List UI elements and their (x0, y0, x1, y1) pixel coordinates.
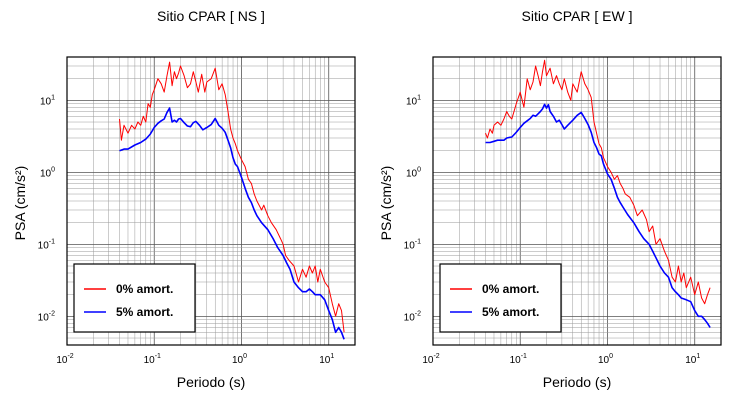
series-line-5pct-damping (485, 103, 711, 328)
chart-title: Sitio CPAR [ EW ] (522, 8, 633, 24)
x-tick-label: 100 (598, 353, 613, 366)
legend-box (73, 263, 196, 333)
y-axis-label: PSA (cm/s²) (378, 166, 394, 241)
y-tick-label: 100 (40, 166, 55, 179)
legend-box (439, 263, 562, 333)
x-tick-label: 101 (319, 353, 334, 366)
legend: 0% amort. 5% amort. (439, 263, 562, 333)
legend-label-0pct: 0% amort. (482, 282, 539, 296)
y-tick-label: 101 (40, 94, 55, 107)
chart-panel-ew: Sitio CPAR [ EW ] 10-2 10-1 100 101 10-2 10-1… (378, 8, 722, 390)
series-layer (119, 61, 345, 340)
chart-panel-ns: Sitio CPAR [ NS ] 10-2 10-1 100 101 10-2 10-1… (12, 8, 356, 390)
x-tick-label: 10-1 (144, 353, 161, 366)
series-line-5pct-damping (119, 107, 345, 340)
x-tick-label: 100 (232, 353, 247, 366)
y-tick-label: 101 (406, 94, 421, 107)
x-tick-label: 10-2 (56, 353, 73, 366)
y-tick-label: 10-1 (38, 238, 55, 251)
plot-frame (432, 56, 722, 346)
y-tick-label: 10-2 (404, 310, 421, 323)
ticks: 10-2 10-1 100 101 10-2 10-1 100 101 (404, 94, 701, 366)
chart-title: Sitio CPAR [ NS ] (157, 8, 265, 24)
x-axis-label: Periodo (s) (177, 374, 245, 390)
series-layer (485, 59, 711, 328)
y-tick-label: 100 (406, 166, 421, 179)
ticks: 10-2 10-1 100 101 10-2 10-1 100 101 (38, 94, 335, 366)
legend-label-0pct: 0% amort. (116, 282, 173, 296)
legend: 0% amort. 5% amort. (73, 263, 196, 333)
y-axis-label: PSA (cm/s²) (12, 166, 28, 241)
plot-frame (66, 56, 356, 346)
legend-label-5pct: 5% amort. (116, 305, 173, 319)
x-tick-label: 10-2 (422, 353, 439, 366)
x-tick-label: 101 (685, 353, 700, 366)
y-tick-label: 10-1 (404, 238, 421, 251)
y-tick-label: 10-2 (38, 310, 55, 323)
x-tick-label: 10-1 (510, 353, 527, 366)
x-axis-label: Periodo (s) (543, 374, 611, 390)
series-line-0pct-damping (119, 61, 345, 333)
legend-label-5pct: 5% amort. (482, 305, 539, 319)
series-line-0pct-damping (485, 59, 711, 305)
